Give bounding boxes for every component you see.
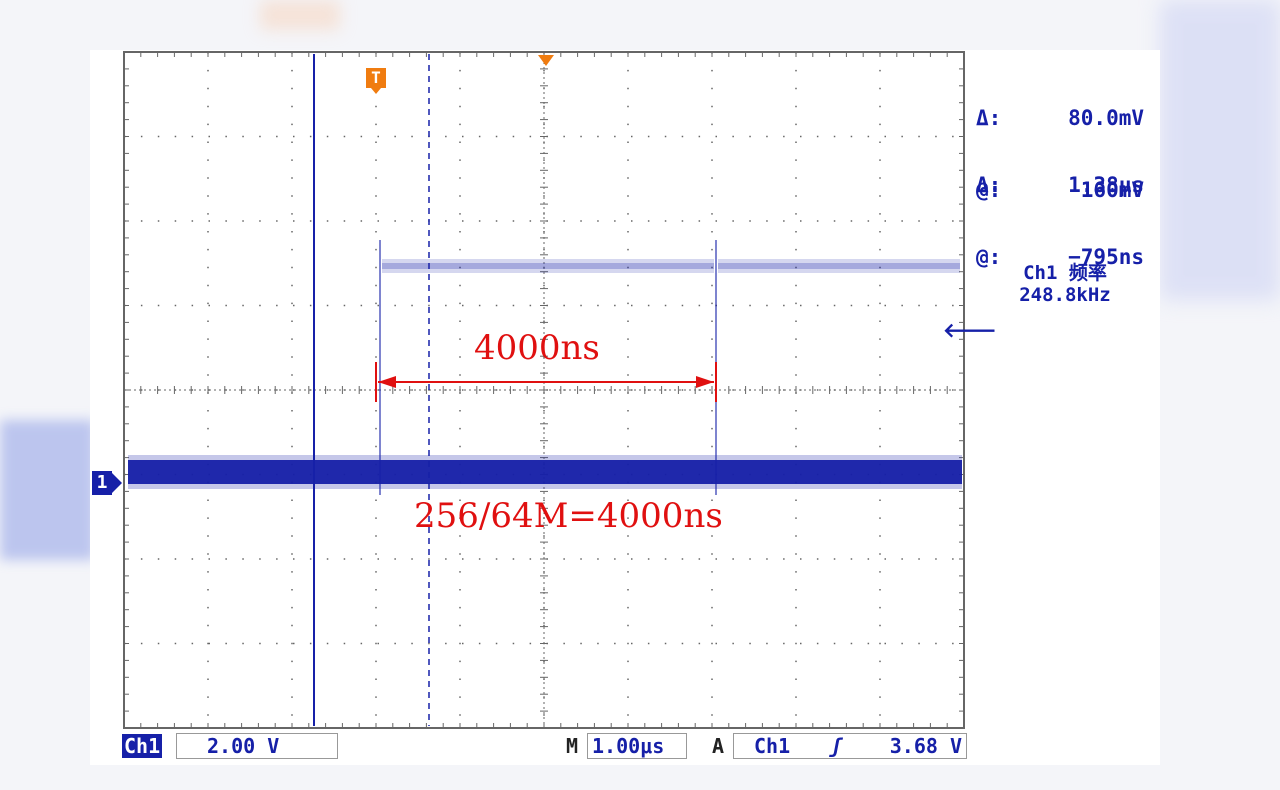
timebase-prefix: M [566,734,579,758]
trigger-position-marker [538,55,554,66]
channel-1-trace [128,259,962,489]
delta-value: 80.0mV [1068,106,1144,130]
timebase-value[interactable]: 1.00μs [587,733,687,759]
time-cursor-readout: Δ: 1.38μs @: −795ns [976,125,1144,293]
trace-band-high [382,259,714,273]
trigger-level: 3.68 V [889,734,962,758]
formula-annotation: 256/64M=4000ns [414,496,723,536]
period-annotation: 4000ns [474,328,600,368]
trace-band-high-core [718,263,960,269]
delta-label: Δ: [976,106,1002,130]
at-value: 160mV [1080,178,1144,202]
arrow-left-icon: 🡐 [943,318,997,342]
delta-value: 1.38μs [1068,173,1144,197]
trigger-source: Ch1 [754,734,791,758]
channel-1-ground-marker[interactable]: 1 [92,471,122,495]
trigger-settings[interactable]: Ch1 ʃ 3.68 V [733,733,967,759]
trigger-marker: T [366,68,386,94]
graticule-grid [123,51,965,729]
frequency-label: Ch1 频率 [1023,262,1107,284]
delta-label: Δ: [976,173,1002,197]
frequency-measurement: Ch1 频率 248.8kHz [990,262,1140,306]
trace-band-high-core [382,263,714,269]
at-value: −795ns [1068,245,1144,269]
volts-per-div[interactable]: 2.00 V [176,733,338,759]
channel-indicator[interactable]: Ch1 [122,734,163,758]
period-arrow [375,362,717,402]
trace-band-high [718,259,960,273]
trace-band-low-fuzz [128,455,962,489]
trace-band-low [128,460,962,484]
trigger-prefix: A [712,734,725,758]
rising-edge-icon: ʃ [830,734,843,758]
amplitude-cursor-readout: Δ: 80.0mV @: 160mV [976,58,1144,226]
at-label: @: [976,245,1002,269]
at-label: @: [976,178,1002,202]
frequency-value: 248.8kHz [1019,284,1111,306]
